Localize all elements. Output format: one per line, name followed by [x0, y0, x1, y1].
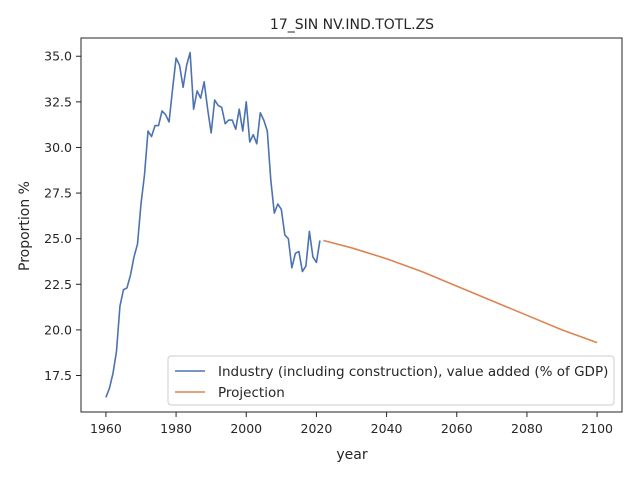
x-tick-label: 2100 — [581, 421, 613, 436]
x-tick-label: 2080 — [511, 421, 543, 436]
y-axis-label: Proportion % — [17, 181, 33, 271]
legend-box — [167, 355, 615, 406]
y-tick-label: 30.0 — [44, 140, 72, 155]
y-tick-label: 25.0 — [44, 231, 72, 246]
y-tick-label: 35.0 — [44, 49, 72, 64]
series-line-industry — [105, 51, 321, 398]
x-tick-label: 2020 — [301, 421, 333, 436]
plot-frame — [80, 37, 623, 413]
x-tick-label: 2040 — [371, 421, 403, 436]
x-tick-label: 1980 — [160, 421, 192, 436]
y-tick-label: 32.5 — [44, 94, 72, 109]
legend-label-projection: Projection — [218, 385, 285, 401]
y-tick-label: 20.0 — [44, 322, 72, 337]
x-axis-label: year — [336, 447, 367, 463]
x-tick-label: 2000 — [230, 421, 262, 436]
legend: Industry (including construction), value… — [167, 355, 615, 406]
x-tick-label: 2060 — [441, 421, 473, 436]
y-tick-label: 22.5 — [44, 277, 72, 292]
y-tick-label: 17.5 — [44, 368, 72, 383]
chart-title: 17_SIN NV.IND.TOTL.ZS — [270, 17, 434, 33]
y-tick-label: 27.5 — [44, 186, 72, 201]
legend-label-industry: Industry (including construction), value… — [218, 364, 608, 380]
series-line-projection — [323, 239, 598, 344]
x-tick-label: 1960 — [90, 421, 122, 436]
